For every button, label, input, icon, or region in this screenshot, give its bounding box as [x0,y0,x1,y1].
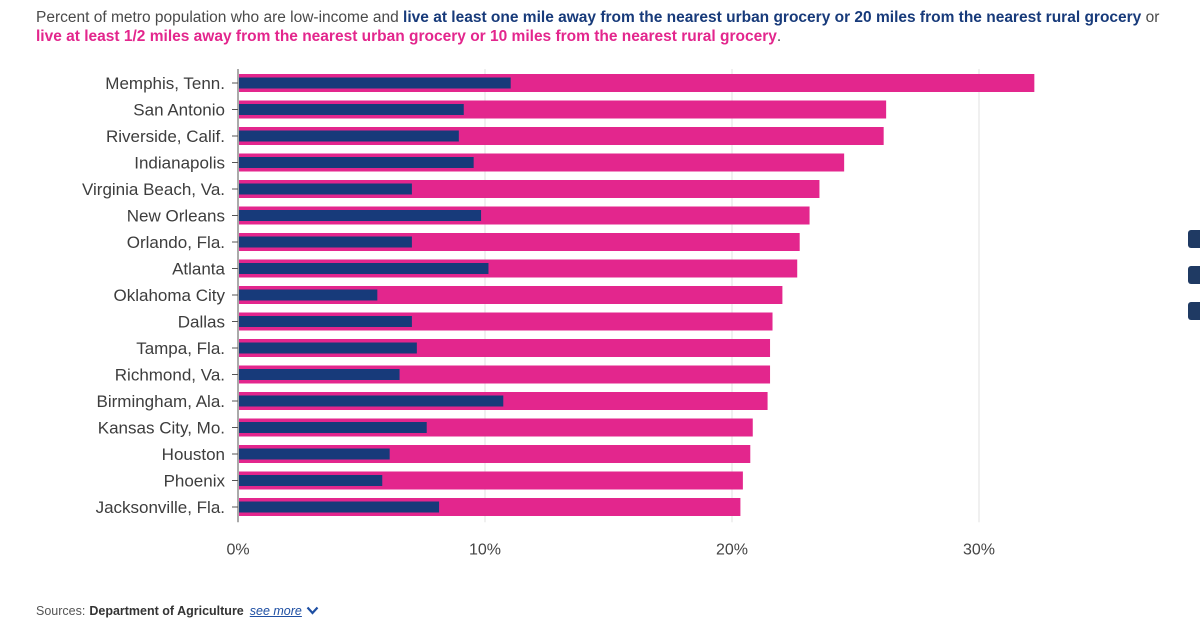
category-label: Richmond, Va. [115,366,225,385]
bar-series1 [239,236,412,248]
subtitle-prefix: Percent of metro population who are low-… [36,9,404,26]
bar-series1 [239,130,459,142]
bar-series1 [239,289,378,301]
x-tick-label: 30% [963,541,995,558]
subtitle-suffix: . [776,28,782,45]
share-rail [1188,230,1200,338]
see-more-link[interactable]: see more [249,604,302,618]
category-label: Dallas [178,313,225,332]
subtitle-joiner: or [1141,9,1160,26]
subtitle-series1: live at least one mile away from the nea… [403,9,1142,26]
category-label: Houston [162,445,225,464]
bar-series1 [239,501,440,513]
category-label: Atlanta [172,260,225,279]
category-label: Tampa, Fla. [136,339,225,358]
sources-org: Department of Agriculture [89,604,244,618]
bar-series1 [239,422,427,433]
category-label: Kansas City, Mo. [98,419,225,438]
bar-series1 [239,342,417,354]
bar-series1 [239,369,400,380]
email-icon[interactable] [1188,302,1200,320]
category-label: Jacksonville, Fla. [96,498,225,517]
bar-series1 [239,183,412,195]
category-label: Phoenix [164,472,226,491]
bar-series1 [239,210,482,221]
x-tick-label: 10% [469,541,501,558]
chart-subtitle: Percent of metro population who are low-… [36,8,1186,46]
bar-chart: Memphis, Tenn. San Antonio Riverside, Cali… [82,69,1035,558]
sources-line: Sources: Department of Agriculture see mor… [36,604,319,618]
linkedin-icon[interactable] [1188,266,1200,284]
sources-label: Sources: [36,604,86,618]
category-label: Oklahoma City [114,286,226,305]
bar-series1 [239,104,464,115]
category-label: New Orleans [127,207,225,226]
subtitle-series2: live at least 1/2 miles away from the ne… [36,28,777,45]
bar-series1 [239,448,390,460]
x-tick-label: 20% [716,541,748,558]
bar-series1 [239,263,489,274]
category-label: Birmingham, Ala. [97,392,226,411]
x-tick-label: 0% [226,541,249,558]
twitter-icon[interactable] [1188,230,1200,248]
chevron-down-icon[interactable] [306,604,319,618]
bar-series1 [239,395,504,407]
bar-series1 [239,77,511,89]
category-label: Riverside, Calif. [106,127,225,146]
bar-series1 [239,475,383,486]
category-label: Virginia Beach, Va. [82,180,225,199]
category-label: Memphis, Tenn. [105,74,225,93]
category-label: Orlando, Fla. [127,233,225,252]
bar-series1 [239,157,474,168]
category-label: San Antonio [133,101,225,120]
category-label: Indianapolis [134,154,225,173]
bar-series1 [239,316,412,327]
